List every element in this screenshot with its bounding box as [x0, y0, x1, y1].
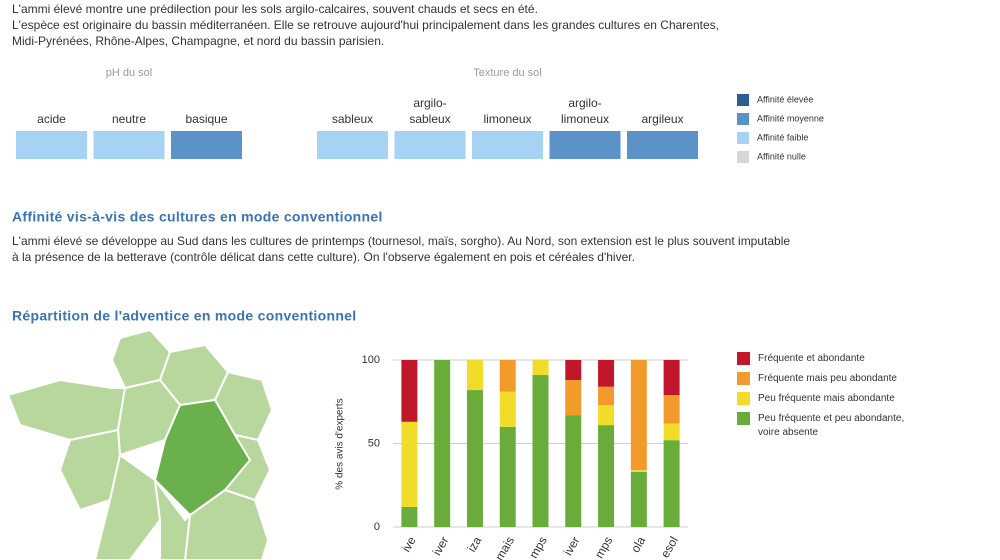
bar-segment	[401, 360, 418, 422]
soil-label: limoneux	[483, 112, 531, 126]
soil-label: argilo-	[413, 96, 446, 110]
map-region	[6, 378, 127, 442]
x-tick-label: ola	[628, 534, 648, 555]
soil-label: argileux	[641, 112, 683, 126]
affinity-bar	[394, 131, 466, 159]
legend-swatch	[737, 113, 749, 125]
bar-segment	[401, 506, 418, 527]
legend-swatch	[737, 412, 750, 425]
france-map	[6, 328, 274, 560]
intro-line: L'espèce est originaire du bassin médite…	[12, 18, 719, 32]
legend-swatch	[737, 132, 749, 144]
chart-legend: Fréquente et abondante Fréquente mais peu…	[737, 352, 927, 446]
legend-item: Fréquente et abondante	[737, 352, 927, 366]
soil-label: neutre	[112, 112, 146, 126]
legend-label: Peu fréquente et peu abondante, voire ab…	[758, 413, 905, 438]
x-tick-label: iver	[430, 534, 452, 558]
legend-swatch	[737, 352, 750, 365]
bar-segment	[630, 470, 647, 472]
bar-segment	[466, 360, 483, 391]
bar-segment	[466, 390, 483, 527]
soil-label: acide	[37, 112, 66, 126]
legend-label: Affinité élevée	[757, 94, 813, 104]
x-tick-label: ive	[399, 534, 419, 555]
bar-segment	[598, 360, 615, 387]
bar-segment	[401, 421, 418, 507]
legend-label: Affinité moyenne	[757, 113, 824, 123]
section-heading: Répartition de l'adventice en mode conve…	[12, 308, 356, 324]
bar-segment	[499, 391, 516, 427]
soil-group-title: Texture du sol	[473, 67, 541, 79]
affinity-bar	[549, 131, 621, 159]
x-tick-label: iver	[561, 534, 583, 558]
affinity-bar	[16, 131, 87, 159]
y-tick-label: 50	[368, 437, 380, 449]
bar-segment	[565, 415, 582, 527]
paragraph-line: L'ammi élevé se développe au Sud dans le…	[12, 234, 790, 248]
bar-segment	[434, 360, 451, 527]
soil-label: basique	[185, 112, 227, 126]
legend-label: Fréquente et abondante	[758, 353, 865, 364]
bar-segment	[598, 386, 615, 406]
bar-segment	[499, 360, 516, 392]
soil-label: argilo-	[568, 96, 601, 110]
x-tick-label: mps	[526, 534, 549, 560]
bar-segment	[630, 360, 647, 471]
legend-swatch	[737, 392, 750, 405]
paragraph-line: à la présence de la betterave (contrôle …	[12, 250, 635, 264]
bar-segment	[663, 440, 680, 527]
section-heading: Affinité vis-à-vis des cultures en mode …	[12, 209, 383, 225]
bar-segment	[532, 360, 549, 376]
affinity-bar	[93, 131, 165, 159]
x-tick-label: esol	[658, 534, 681, 560]
intro-line: Midi-Pyrénées, Rhône-Alpes, Champagne, e…	[12, 34, 384, 48]
legend-label: Fréquente mais peu abondante	[758, 373, 897, 384]
bar-segment	[499, 426, 516, 527]
legend-item: Peu fréquente mais abondante	[737, 392, 927, 406]
soil-group-title: pH du sol	[106, 67, 152, 79]
x-tick-label: mps	[592, 534, 615, 560]
bar-segment	[598, 405, 615, 426]
x-tick-label: mais	[492, 534, 517, 560]
map-region-highlight	[153, 398, 252, 517]
legend-swatch	[737, 151, 749, 163]
legend-swatch	[737, 372, 750, 385]
bar-segment	[565, 360, 582, 381]
bar-segment	[598, 425, 615, 527]
bar-segment	[630, 471, 647, 527]
affinity-bar	[627, 131, 698, 159]
bar-segment	[565, 380, 582, 416]
map-region	[153, 476, 192, 560]
legend-item: Peu fréquente et peu abondante, voire ab…	[737, 412, 927, 440]
soil-label: limoneux	[561, 112, 609, 126]
soil-label: sableux	[409, 112, 450, 126]
y-axis-label: % des avis d'experts	[335, 398, 346, 489]
y-tick-label: 0	[374, 521, 380, 533]
intro-line: L'ammi élevé montre une prédilection pou…	[12, 2, 538, 16]
legend-label: Affinité faible	[757, 132, 808, 142]
legend-label: Affinité nulle	[757, 151, 806, 161]
bar-segment	[663, 360, 680, 396]
affinity-bar	[472, 131, 543, 159]
legend-swatch	[737, 94, 749, 106]
y-tick-label: 100	[362, 354, 380, 366]
bar-segment	[663, 423, 680, 441]
bar-segment	[532, 375, 549, 527]
bar-segment	[663, 395, 680, 424]
legend-label: Peu fréquente mais abondante	[758, 393, 895, 404]
soil-label: sableux	[332, 112, 373, 126]
affinity-bar	[317, 131, 388, 159]
affinity-bar	[171, 131, 242, 159]
legend-item: Fréquente mais peu abondante	[737, 372, 927, 386]
x-tick-label: iza	[464, 534, 484, 555]
